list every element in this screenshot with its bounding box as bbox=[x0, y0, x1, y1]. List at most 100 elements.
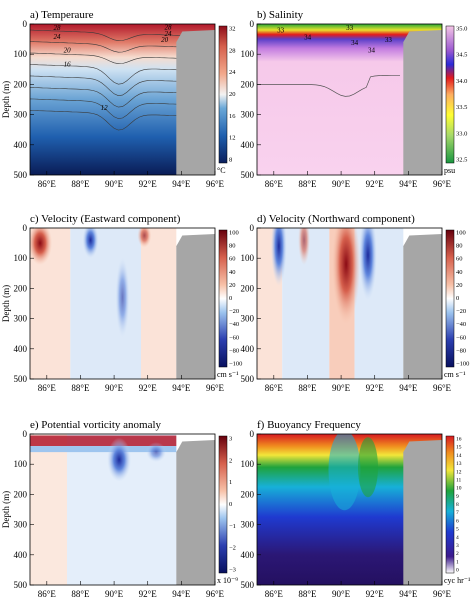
contour-label: 12 bbox=[101, 104, 109, 112]
colorbar-tick-label: 0 bbox=[229, 501, 232, 508]
colorbar-tick-label: 1 bbox=[456, 559, 459, 565]
x-tick-label: 88°E bbox=[71, 179, 90, 189]
pv-positive-layer bbox=[30, 435, 177, 447]
colorbar-tick-label: 8 bbox=[229, 157, 232, 164]
colorbar-tick-label: −100 bbox=[229, 361, 242, 368]
x-tick-label: 90°E bbox=[332, 179, 351, 189]
colorbar-tick-label: 20 bbox=[229, 282, 236, 289]
colorbar-tick-label: 80 bbox=[456, 243, 463, 250]
axes-frame bbox=[256, 433, 443, 586]
colorbar-tick-label: −60 bbox=[456, 334, 466, 341]
y-tick-label: 100 bbox=[14, 49, 28, 59]
land-mask bbox=[176, 30, 215, 175]
colorbar-tick-label: 13 bbox=[456, 461, 462, 467]
field-band-0 bbox=[30, 434, 67, 585]
colorbar-tick-label: 2 bbox=[456, 551, 459, 557]
y-tick-label: 300 bbox=[241, 110, 255, 120]
colorbar-unit: x 10⁻⁹ bbox=[217, 576, 238, 585]
y-tick-label: 200 bbox=[241, 283, 255, 293]
colorbar bbox=[445, 25, 455, 164]
isotherm-contour bbox=[30, 75, 182, 97]
x-tick-label: 94°E bbox=[399, 179, 418, 189]
x-tick-label: 86°E bbox=[265, 179, 284, 189]
westward-deep bbox=[115, 257, 130, 338]
colorbar-tick-label: 0 bbox=[456, 568, 459, 574]
land-mask bbox=[403, 440, 442, 585]
isotherm-contour bbox=[30, 98, 182, 119]
colorbar-tick-label: 15 bbox=[456, 445, 462, 451]
contour-label: 33 bbox=[277, 26, 285, 34]
y-tick-label: 0 bbox=[250, 223, 255, 233]
x-tick-label: 96°E bbox=[433, 383, 452, 393]
colorbar-tick-label: 24 bbox=[229, 69, 236, 76]
colorbar-tick-label: 0 bbox=[229, 295, 232, 302]
y-tick-label: 500 bbox=[241, 170, 255, 180]
x-tick-label: 92°E bbox=[366, 589, 385, 599]
contour-label: 34 bbox=[368, 47, 376, 55]
isotherm-contour bbox=[30, 64, 182, 85]
x-tick-label: 94°E bbox=[172, 179, 191, 189]
colorbar-unit: psu bbox=[444, 166, 455, 175]
y-tick-label: 100 bbox=[241, 49, 255, 59]
panel-b: 33 34 33 34 34 33 b) Salinity 86°E 88°E 90°E 92°E 9… bbox=[241, 9, 468, 189]
eastward-small-core bbox=[137, 228, 152, 248]
axes-frame bbox=[29, 23, 216, 176]
x-tick-label: 96°E bbox=[206, 383, 225, 393]
panel-d: d) Velocity (Northward component) 86°E 88°… bbox=[241, 213, 470, 393]
x-tick-label: 94°E bbox=[172, 589, 191, 599]
colorbar-tick-label: 20 bbox=[456, 282, 463, 289]
colorbar-tick-label: 28 bbox=[229, 47, 236, 54]
colorbar-tick-label: 12 bbox=[229, 135, 236, 142]
n-low-stratification-core bbox=[328, 434, 361, 511]
x-tick-label: 90°E bbox=[105, 383, 124, 393]
colorbar-tick-label: 34.0 bbox=[456, 78, 467, 85]
y-tick-label: 400 bbox=[14, 550, 28, 560]
x-tick-label: 86°E bbox=[265, 383, 284, 393]
colorbar-tick-label: −20 bbox=[456, 308, 466, 315]
contour-label: 28 bbox=[165, 23, 173, 31]
plot-area-d bbox=[257, 228, 442, 379]
contour-label: 33 bbox=[385, 36, 393, 44]
panel-title: b) Salinity bbox=[257, 9, 304, 21]
x-tick-label: 90°E bbox=[105, 179, 124, 189]
colorbar-tick-label: 12 bbox=[456, 469, 462, 475]
colorbar-tick-label: −40 bbox=[456, 321, 466, 328]
colorbar-tick-label: −2 bbox=[229, 545, 236, 552]
contour-label: 20 bbox=[64, 47, 72, 55]
x-tick-label: 94°E bbox=[172, 383, 191, 393]
x-tick-label: 88°E bbox=[71, 589, 90, 599]
x-tick-label: 90°E bbox=[332, 589, 351, 599]
colorbar-tick-label: 60 bbox=[229, 256, 236, 263]
field-band-2 bbox=[141, 228, 177, 379]
x-tick-label: 90°E bbox=[105, 589, 124, 599]
x-tick-label: 96°E bbox=[206, 179, 225, 189]
field-band-1 bbox=[70, 228, 141, 379]
colorbar-tick-label: −1 bbox=[229, 523, 236, 530]
colorbar-tick-label: 11 bbox=[456, 477, 462, 483]
y-tick-label: 400 bbox=[241, 344, 255, 354]
westward-core bbox=[82, 228, 99, 259]
plot-area-c bbox=[30, 228, 215, 379]
x-tick-label: 92°E bbox=[366, 179, 385, 189]
colorbar-tick-label: 16 bbox=[456, 437, 462, 443]
colorbar-tick-label: −40 bbox=[229, 321, 239, 328]
land-mask bbox=[403, 234, 442, 379]
plot-area-f bbox=[257, 434, 442, 585]
x-tick-label: 88°E bbox=[298, 179, 317, 189]
land-mask bbox=[403, 30, 442, 175]
panel-e: e) Potential vorticity anomaly 86°E 88°E 90… bbox=[1, 419, 238, 599]
colorbar-unit: cm s⁻¹ bbox=[444, 370, 466, 379]
x-tick-label: 92°E bbox=[139, 383, 158, 393]
colorbar-tick-label: −20 bbox=[229, 308, 239, 315]
colorbar-tick-label: 80 bbox=[229, 243, 236, 250]
x-tick-label: 86°E bbox=[38, 383, 57, 393]
panel-title: a) Temperaure bbox=[30, 9, 94, 21]
colorbar-tick-label: 60 bbox=[456, 256, 463, 263]
colorbar-tick-label: 20 bbox=[229, 91, 236, 98]
colorbar-unit: cyc hr⁻¹ bbox=[444, 576, 471, 585]
x-tick-label: 96°E bbox=[206, 589, 225, 599]
axes-frame bbox=[256, 227, 443, 380]
colorbar-tick-label: −80 bbox=[456, 347, 466, 354]
